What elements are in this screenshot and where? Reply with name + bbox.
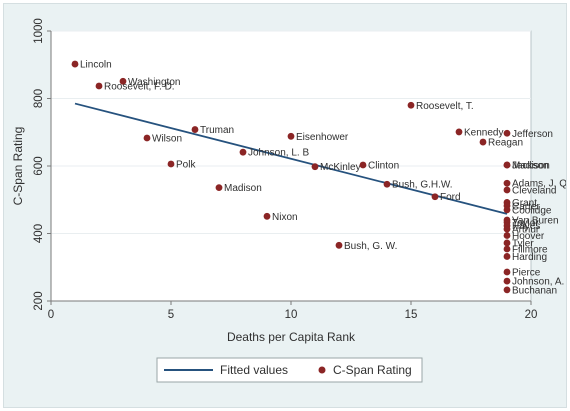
grid-lines: [51, 30, 531, 234]
point-label: Coolidge: [512, 205, 552, 216]
point-label: Buchanan: [512, 285, 557, 296]
point-label: Fillmore: [512, 245, 548, 256]
point-label: Harding: [512, 252, 547, 263]
point-label: Jackson: [512, 160, 549, 171]
legend-fitted-label: Fitted values: [220, 363, 288, 377]
point-label: Clinton: [368, 160, 399, 171]
data-point: [335, 241, 343, 249]
point-label: Hayes: [512, 221, 540, 232]
data-point: [503, 161, 511, 169]
point-label: Bush, G.H.W.: [392, 180, 453, 191]
data-point: [407, 101, 415, 109]
point-label: Johnson, L. B: [248, 148, 309, 159]
data-point: [71, 60, 79, 68]
data-point: [503, 268, 511, 276]
point-label: Madison: [224, 183, 262, 194]
x-tick-label: 20: [525, 309, 538, 321]
data-point: [503, 277, 511, 285]
x-tick-label: 0: [48, 309, 54, 321]
point-label: Roosevelt, F. D.: [104, 82, 175, 93]
data-point: [287, 132, 295, 140]
point-label: Nixon: [272, 212, 298, 223]
data-point: [95, 82, 103, 90]
data-point: [455, 128, 463, 136]
data-point: [503, 253, 511, 260]
point-label: Tyler: [512, 238, 534, 249]
point-label: Ford: [440, 192, 461, 203]
point-label: Jefferson: [512, 129, 553, 140]
legend: Fitted values C-Span Rating: [156, 357, 423, 383]
x-tick-label: 10: [285, 309, 298, 321]
point-label: Roosevelt, T.: [416, 101, 474, 112]
chart-frame: 200 400 600 800 1000 0 5 10 15 20 Deaths per Capi…: [3, 3, 567, 408]
point-label: McKinley: [320, 162, 361, 173]
point-label: Reagan: [488, 138, 523, 149]
data-point: [383, 180, 391, 188]
point-label: Kennedy: [464, 127, 503, 138]
data-point: [239, 148, 247, 156]
point-label: Polk: [176, 159, 196, 170]
data-point: [143, 134, 151, 142]
data-point: [503, 245, 511, 253]
scatter-chart: 200 400 600 800 1000 0 5 10 15 20 Deaths per Capi…: [11, 18, 566, 383]
y-axis-title: C-Span Rating: [11, 127, 25, 206]
legend-points-label: C-Span Rating: [333, 363, 412, 377]
point-label: Lincoln: [80, 60, 112, 71]
axis-ticks: 200 400 600 800 1000 0 5 10 15 20: [33, 18, 537, 321]
data-point: [503, 225, 511, 233]
point-label: Cleveland: [512, 185, 556, 196]
data-point: [191, 126, 199, 133]
data-point: [503, 206, 511, 214]
point-label: Arthur: [512, 225, 540, 236]
data-point: [311, 163, 319, 171]
y-tick-label: 400: [33, 224, 45, 243]
x-axis-title: Deaths per Capita Rank: [227, 330, 356, 344]
y-tick-label: 800: [33, 89, 45, 108]
point-label: Truman: [200, 125, 234, 136]
point-label: Washington: [128, 77, 180, 88]
data-point: [503, 129, 511, 137]
y-tick-label: 1000: [33, 18, 45, 44]
point-label: Van Buren: [512, 216, 559, 227]
point-label: Wilson: [152, 133, 182, 144]
data-point: [503, 232, 511, 239]
point-label: Johnson, A.: [512, 277, 564, 288]
legend-points-swatch: [318, 366, 326, 374]
data-point: [263, 212, 271, 220]
point-label: Pierce: [512, 267, 541, 278]
y-tick-label: 200: [33, 291, 45, 310]
point-label: Grant: [512, 198, 537, 209]
x-tick-label: 5: [168, 309, 174, 321]
data-point: [431, 193, 439, 201]
data-point: [503, 239, 511, 247]
point-label: Bush, G. W.: [344, 241, 397, 252]
data-point: [503, 179, 511, 187]
data-point: [215, 184, 223, 192]
point-label: Madison: [512, 160, 550, 171]
point-label: Adams, J. Q.: [512, 179, 566, 190]
data-point: [359, 161, 367, 169]
x-tick-label: 15: [405, 309, 418, 321]
point-label: Carter: [512, 201, 540, 212]
data-point: [503, 286, 511, 294]
point-label: Eisenhower: [296, 132, 349, 143]
data-point: [503, 186, 511, 194]
data-point: [167, 160, 175, 168]
y-tick-label: 600: [33, 156, 45, 175]
data-point: [479, 138, 487, 146]
point-label: Taylor: [512, 218, 539, 229]
point-label: Hoover: [512, 231, 545, 242]
data-point: [119, 77, 127, 85]
